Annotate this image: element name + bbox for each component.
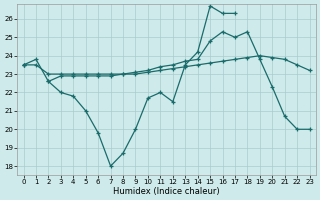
X-axis label: Humidex (Indice chaleur): Humidex (Indice chaleur) [113,187,220,196]
